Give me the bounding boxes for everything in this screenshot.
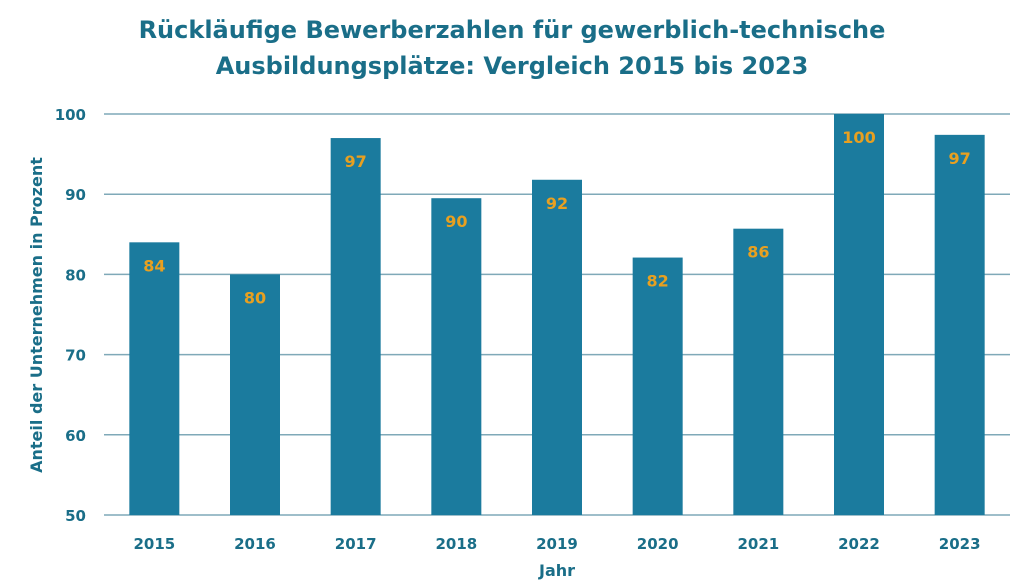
y-axis-label: Anteil der Unternehmen in Prozent (27, 157, 46, 473)
y-tick-label: 80 (65, 266, 86, 284)
x-tick-label: 2022 (838, 535, 880, 553)
x-axis-label: Jahr (538, 561, 575, 580)
bar-2018 (431, 198, 482, 515)
bar-2023 (934, 134, 985, 516)
data-label-2019: 92 (546, 194, 568, 213)
y-tick-label: 100 (55, 106, 86, 124)
y-tick-label: 70 (65, 347, 86, 365)
data-label-2022: 100 (842, 128, 875, 147)
bar-2016 (230, 274, 280, 515)
data-label-2015: 84 (143, 256, 165, 275)
x-tick-label: 2017 (335, 535, 377, 553)
chart-title-line-2: Ausbildungsplätze: Vergleich 2015 bis 20… (215, 52, 809, 80)
bar-2022 (834, 114, 884, 515)
bar-2020 (632, 257, 683, 515)
data-label-2018: 90 (445, 212, 467, 231)
y-tick-label: 50 (65, 507, 86, 525)
x-tick-label: 2020 (637, 535, 679, 553)
x-tick-label: 2018 (435, 535, 477, 553)
y-tick-label: 60 (65, 427, 86, 445)
x-tick-label: 2019 (536, 535, 578, 553)
data-label-2020: 82 (647, 272, 669, 291)
chart-title-line-1: Rückläufige Bewerberzahlen für gewerblic… (138, 16, 886, 44)
bar-2019 (532, 179, 582, 515)
data-label-2023: 97 (949, 149, 971, 168)
data-label-2017: 97 (345, 152, 367, 171)
data-label-2016: 80 (244, 288, 266, 307)
x-tick-label: 2021 (737, 535, 779, 553)
x-tick-label: 2023 (939, 535, 981, 553)
bar-2017 (330, 138, 381, 515)
x-tick-label: 2016 (234, 535, 276, 553)
bar-2015 (129, 242, 180, 515)
data-label-2021: 86 (747, 243, 769, 262)
x-tick-label: 2015 (133, 535, 175, 553)
bar-2021 (733, 228, 784, 515)
chart-title: Rückläufige Bewerberzahlen für gewerblic… (0, 12, 1024, 84)
y-tick-label: 90 (65, 186, 86, 204)
